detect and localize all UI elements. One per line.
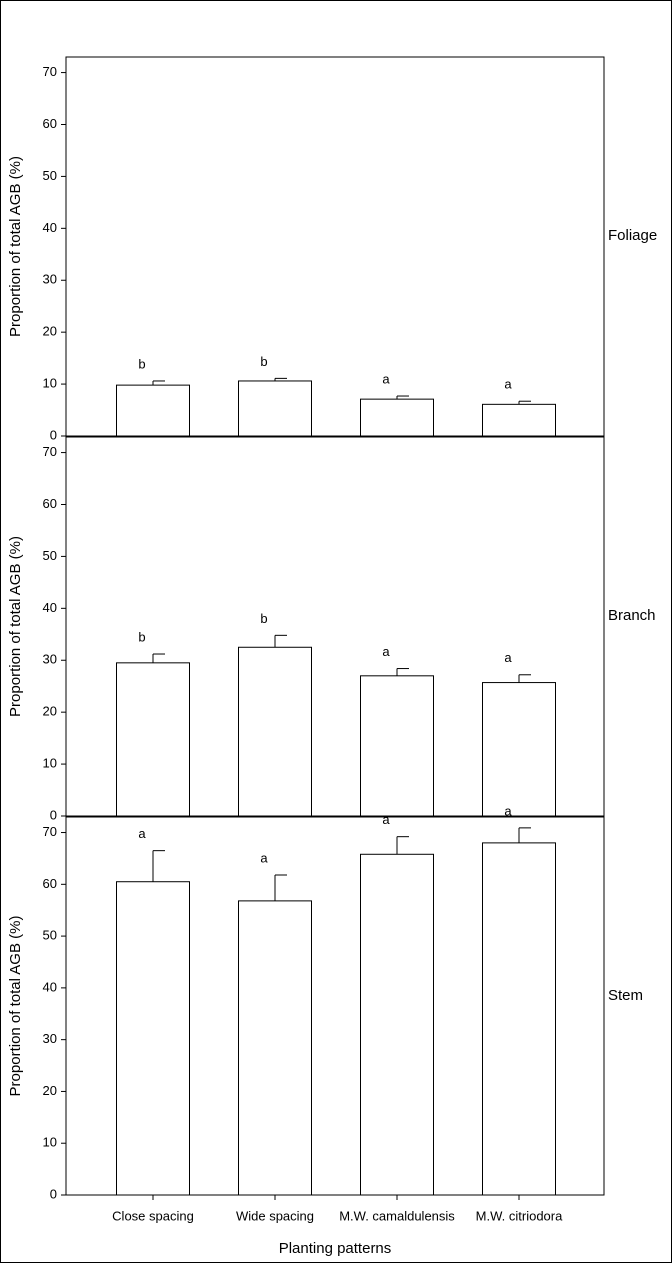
panel-label: Foliage <box>608 227 657 244</box>
y-tick-label: 50 <box>43 928 57 943</box>
bar <box>360 675 434 817</box>
y-tick-label: 40 <box>43 220 57 235</box>
y-tick-label: 40 <box>43 600 57 615</box>
significance-letter: b <box>138 629 145 644</box>
bar <box>482 403 556 437</box>
significance-letter: a <box>382 371 390 386</box>
bar <box>238 646 312 817</box>
y-tick-label: 10 <box>43 376 57 391</box>
y-axis-label: Proportion of total AGB (%) <box>7 536 24 717</box>
y-tick-label: 30 <box>43 652 57 667</box>
y-axis-label: Proportion of total AGB (%) <box>7 916 24 1097</box>
bar <box>238 900 312 1196</box>
y-tick-label: 10 <box>43 1135 57 1150</box>
x-tick-label: Wide spacing <box>236 1208 314 1223</box>
y-tick-label: 70 <box>43 444 57 459</box>
panel-label: Stem <box>608 987 643 1004</box>
y-tick-label: 50 <box>43 168 57 183</box>
bar <box>360 853 434 1196</box>
bar <box>116 881 190 1196</box>
y-tick-label: 50 <box>43 548 57 563</box>
plot-frame <box>65 56 605 437</box>
significance-letter: a <box>260 850 268 865</box>
y-tick-label: 30 <box>43 272 57 287</box>
x-axis-label: Planting patterns <box>279 1240 392 1257</box>
y-tick-label: 40 <box>43 979 57 994</box>
y-tick-label: 0 <box>50 1186 57 1201</box>
x-tick-label: M.W. citriodora <box>476 1208 563 1223</box>
x-tick-label: Close spacing <box>112 1208 194 1223</box>
significance-letter: a <box>382 812 390 827</box>
significance-letter: a <box>382 644 390 659</box>
y-tick-label: 20 <box>43 1083 57 1098</box>
y-tick-label: 70 <box>43 824 57 839</box>
significance-letter: b <box>260 354 267 369</box>
bar <box>482 842 556 1196</box>
bar <box>482 682 556 817</box>
y-tick-label: 60 <box>43 876 57 891</box>
plot-frame <box>65 816 605 1196</box>
significance-letter: a <box>504 377 512 392</box>
significance-letter: b <box>138 356 145 371</box>
y-tick-label: 30 <box>43 1031 57 1046</box>
y-tick-label: 20 <box>43 704 57 719</box>
y-tick-label: 60 <box>43 496 57 511</box>
significance-letter: a <box>138 826 146 841</box>
x-tick-label: M.W. camaldulensis <box>339 1208 455 1223</box>
bar <box>116 662 190 817</box>
bar <box>360 398 434 437</box>
bar <box>238 380 312 437</box>
significance-letter: a <box>504 803 512 818</box>
y-axis-label: Proportion of total AGB (%) <box>7 156 24 337</box>
panel-label: Branch <box>608 607 656 624</box>
significance-letter: a <box>504 650 512 665</box>
y-tick-label: 0 <box>50 427 57 442</box>
significance-letter: b <box>260 611 267 626</box>
plot-frame <box>65 436 605 817</box>
bar <box>116 384 190 437</box>
y-tick-label: 60 <box>43 116 57 131</box>
y-tick-label: 0 <box>50 807 57 822</box>
y-tick-label: 20 <box>43 324 57 339</box>
y-tick-label: 10 <box>43 756 57 771</box>
y-tick-label: 70 <box>43 64 57 79</box>
